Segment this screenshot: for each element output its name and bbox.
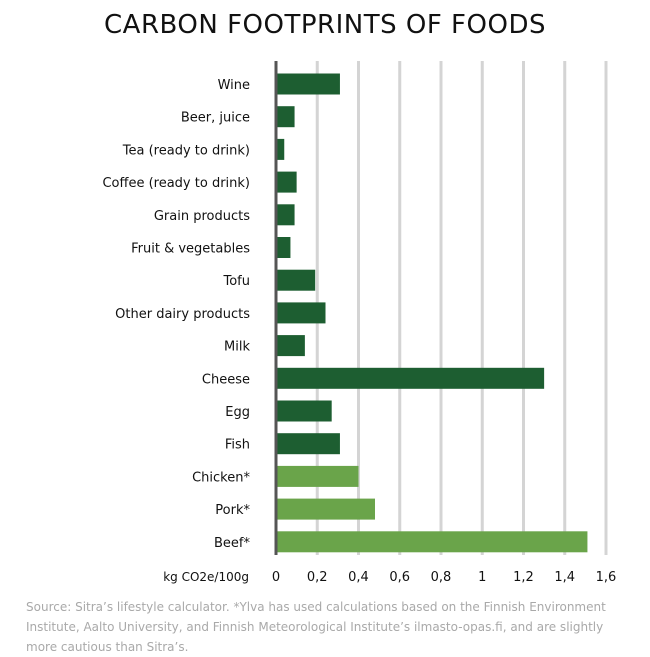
bar-pork xyxy=(276,498,375,520)
bar-tea-ready-to-drink xyxy=(276,138,285,160)
category-label: Coffee (ready to drink) xyxy=(102,176,250,191)
bar-milk xyxy=(276,335,305,357)
bar-fish xyxy=(276,433,340,455)
bar-cheese xyxy=(276,367,545,389)
category-label: Fruit & vegetables xyxy=(131,242,250,257)
x-tick-label: 1 xyxy=(478,570,486,585)
x-tick-label: 1,2 xyxy=(513,570,534,585)
category-label: Tea (ready to drink) xyxy=(122,143,250,158)
bar-egg xyxy=(276,400,332,422)
x-tick-label: 0,4 xyxy=(348,570,369,585)
x-tick-label: 0 xyxy=(272,570,280,585)
category-label: Other dairy products xyxy=(115,307,250,322)
bar-beef xyxy=(276,531,588,553)
x-tick-labels: 0 0,2 0,4 0,6 0,8 1 1,2 1,4 1,6 xyxy=(272,570,616,585)
bar-coffee-ready-to-drink xyxy=(276,171,297,193)
chart-title: CARBON FOOTPRINTS OF FOODS xyxy=(104,10,546,40)
x-tick-label: 0,6 xyxy=(389,570,410,585)
category-label: Egg xyxy=(225,405,250,420)
x-tick-label: 0,2 xyxy=(307,570,328,585)
bar-grain-products xyxy=(276,204,295,226)
bar-tofu xyxy=(276,269,316,291)
bar-chart: Wine Beer, juice Tea (ready to drink) Coffe… xyxy=(102,61,616,585)
bar-other-dairy-products xyxy=(276,302,326,324)
x-tick-label: 1,4 xyxy=(554,570,575,585)
category-label: Beef* xyxy=(214,536,250,551)
gridlines xyxy=(315,61,608,555)
bar-fruit-vegetables xyxy=(276,237,291,258)
category-label: Wine xyxy=(218,78,250,93)
bar-wine xyxy=(276,73,340,95)
bar-chicken xyxy=(276,465,359,487)
bar-beer-juice xyxy=(276,106,295,128)
category-label: Pork* xyxy=(215,503,250,518)
category-label: Tofu xyxy=(222,274,250,289)
source-note: Source: Sitra’s lifestyle calculator. *Y… xyxy=(26,600,606,654)
x-axis-label: kg CO2e/100g xyxy=(163,570,249,584)
category-labels: Wine Beer, juice Tea (ready to drink) Coffe… xyxy=(102,78,250,551)
category-label: Beer, juice xyxy=(181,111,250,126)
x-tick-label: 0,8 xyxy=(431,570,452,585)
category-label: Fish xyxy=(225,438,250,453)
x-tick-label: 1,6 xyxy=(596,570,617,585)
category-label: Cheese xyxy=(202,372,250,387)
category-label: Grain products xyxy=(154,209,250,224)
category-label: Chicken* xyxy=(192,470,250,485)
bars xyxy=(276,73,588,553)
category-label: Milk xyxy=(224,340,250,355)
